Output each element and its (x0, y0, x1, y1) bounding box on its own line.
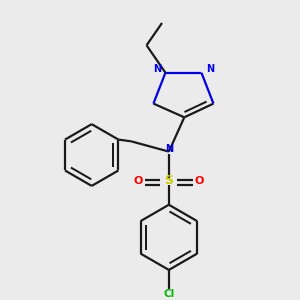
Text: N: N (206, 64, 214, 74)
Text: Cl: Cl (163, 289, 175, 299)
Text: O: O (134, 176, 143, 186)
Text: N: N (153, 64, 161, 74)
Text: S: S (164, 174, 173, 187)
Text: N: N (166, 144, 174, 154)
Text: O: O (194, 176, 204, 186)
